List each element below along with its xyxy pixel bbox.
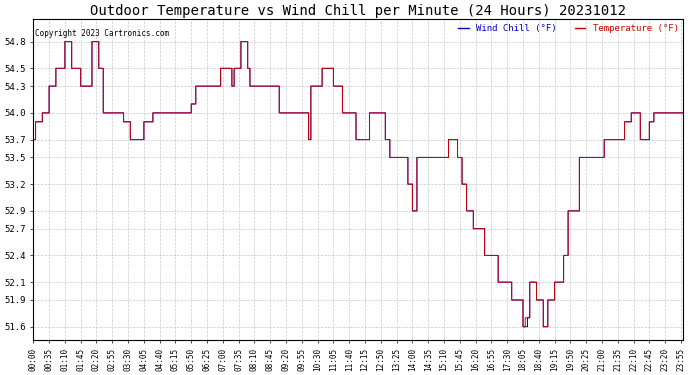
Text: Copyright 2023 Cartronics.com: Copyright 2023 Cartronics.com bbox=[34, 29, 169, 38]
Title: Outdoor Temperature vs Wind Chill per Minute (24 Hours) 20231012: Outdoor Temperature vs Wind Chill per Mi… bbox=[90, 4, 627, 18]
Legend: Wind Chill (°F), Temperature (°F): Wind Chill (°F), Temperature (°F) bbox=[458, 24, 679, 33]
